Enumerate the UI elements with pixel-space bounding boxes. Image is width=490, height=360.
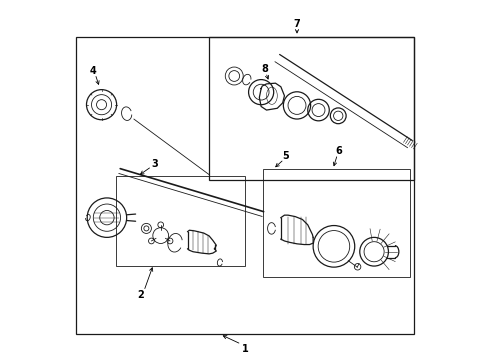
Text: 1: 1 [242,343,248,354]
Text: 4: 4 [89,66,96,76]
Text: 5: 5 [282,151,289,161]
Bar [263,169,410,277]
Text: 6: 6 [336,145,343,156]
Text: 8: 8 [261,64,268,74]
Text: 2: 2 [138,291,145,301]
Bar [116,176,245,266]
Bar [76,37,414,334]
Text: 3: 3 [151,159,158,169]
Text: 7: 7 [294,19,300,29]
Bar [209,37,414,180]
